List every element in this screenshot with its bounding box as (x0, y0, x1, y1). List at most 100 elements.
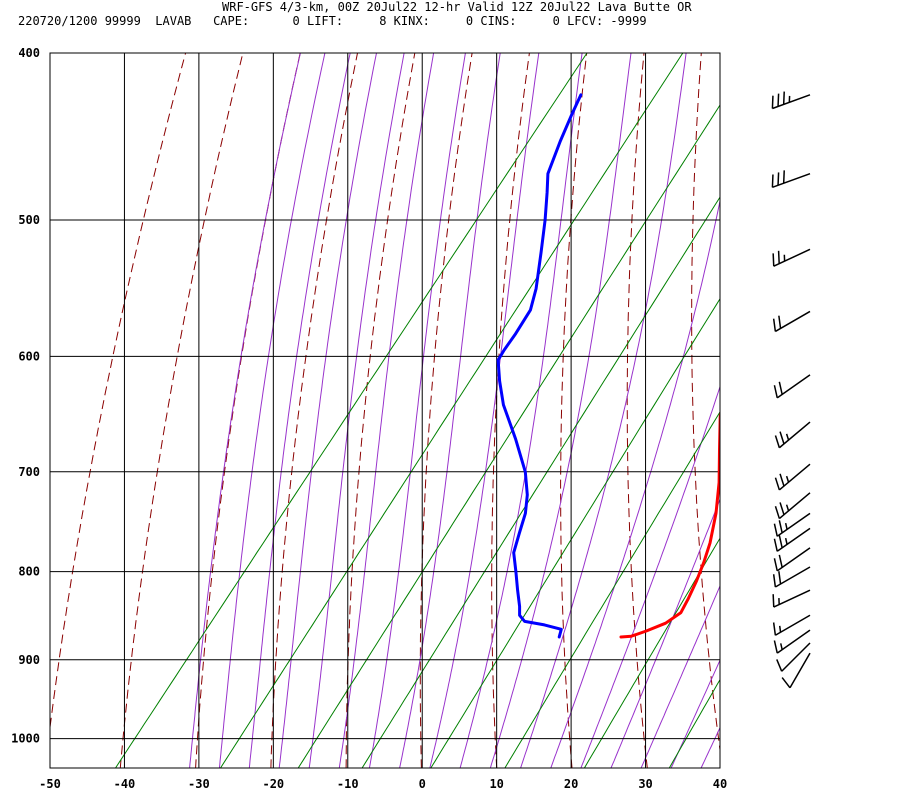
wind-barb (773, 374, 811, 399)
temperature-tick-label: -20 (262, 777, 284, 791)
dry-adiabat-line (873, 15, 900, 783)
mixing-ratio-line (668, 678, 720, 768)
wind-barb-full-feather (773, 558, 778, 572)
wind-barb-full-feather (781, 677, 791, 689)
mixing-ratio-line (430, 297, 720, 768)
wind-barb-full-feather (773, 538, 778, 552)
moist-adiabat-line (610, 497, 720, 768)
pressure-tick-label: 700 (18, 465, 40, 479)
temperature-tick-label: 0 (419, 777, 426, 791)
wind-barb-full-feather (774, 506, 781, 519)
wind-barb (772, 248, 811, 267)
wind-barb-half-feather (785, 475, 790, 483)
moist-adiabat-line (640, 584, 720, 768)
wind-barb-full-feather (777, 93, 780, 107)
wind-barb (776, 642, 811, 672)
pressure-tick-label: 800 (18, 565, 40, 579)
wind-barb-staff (776, 547, 811, 572)
pressure-tick-label: 900 (18, 653, 40, 667)
wind-barbs (771, 91, 811, 689)
wind-barb-full-feather (771, 174, 774, 188)
dewpoint-profile-line (496, 93, 583, 639)
temperature-tick-label: 20 (564, 777, 578, 791)
wind-barb-full-feather (772, 574, 777, 588)
moist-adiabat-line (399, 53, 501, 768)
station-indices-line: 220720/1200 99999 LAVAB CAPE: 0 LIFT: 8 … (18, 14, 647, 28)
dry-adiabat-line (560, 53, 588, 768)
temperature-profile-line (619, 409, 720, 639)
dry-adiabat-line (50, 53, 187, 732)
moist-adiabat-line (278, 53, 378, 768)
wind-barb-full-feather (772, 253, 775, 267)
wind-barb (774, 492, 811, 520)
moist-adiabat-line (580, 385, 720, 768)
mixing-ratio-line (219, 53, 684, 768)
wind-barb (771, 91, 811, 110)
moist-adiabat-line (429, 53, 540, 768)
dry-adiabat-line (754, 15, 800, 783)
wind-barb (773, 512, 811, 537)
wind-barb-full-feather (773, 385, 778, 398)
wind-barb-staff (789, 652, 811, 689)
wind-barb-full-feather (777, 250, 780, 264)
wind-barb-full-feather (782, 170, 785, 184)
moist-adiabat-line (368, 53, 466, 768)
dry-adiabat-line (195, 53, 301, 768)
wind-barb-full-feather (777, 172, 780, 186)
wind-barb-half-feather (784, 522, 788, 530)
wind-barb-full-feather (778, 381, 783, 395)
axis-ticks: 400 500 600 700 800 900 1000 -50 -40 -30 -20 -10 0 10… (11, 46, 727, 791)
moist-adiabat-line (489, 53, 632, 768)
pressure-tick-label: 500 (18, 213, 40, 227)
wind-barb-full-feather (778, 520, 783, 534)
moist-adiabat-line (189, 53, 301, 768)
temperature-tick-label: 30 (638, 777, 652, 791)
dry-adiabat-line (419, 53, 473, 768)
temperature-tick-label: -40 (114, 777, 136, 791)
mixing-ratio-line (361, 196, 720, 768)
wind-barb-half-feather (784, 537, 788, 545)
wind-barb-full-feather (778, 554, 783, 568)
wind-barb-full-feather (779, 473, 785, 487)
wind-barb-half-feather (785, 433, 790, 441)
dry-adiabat-line (119, 53, 244, 768)
moist-adiabat-line (670, 659, 720, 768)
mixing-ratio-line (114, 53, 588, 768)
wind-barb (773, 629, 811, 654)
wind-barb-staff (778, 463, 811, 491)
wind-barb-full-feather (778, 315, 782, 329)
moist-adiabat-line (218, 53, 326, 768)
wind-barb-full-feather (771, 95, 774, 109)
wind-barb (772, 589, 811, 608)
wind-barb (774, 421, 811, 449)
wind-barb-full-feather (778, 571, 782, 585)
dry-adiabat-line (491, 53, 530, 768)
wind-barb-staff (781, 642, 811, 672)
background-lines (50, 15, 900, 783)
wind-barb-half-feather (780, 643, 783, 650)
wind-barb (773, 547, 811, 572)
wind-barb (772, 310, 811, 333)
wind-barb-staff (774, 614, 811, 636)
wind-barb-staff (774, 310, 811, 333)
dry-adiabat-line (815, 15, 877, 783)
wind-barb (781, 652, 811, 689)
wind-barb-full-feather (772, 622, 777, 636)
pressure-tick-label: 600 (18, 349, 40, 363)
wind-barb-full-feather (772, 318, 777, 332)
wind-barb-staff (776, 374, 811, 399)
wind-barb-full-feather (779, 502, 785, 515)
pressure-tick-label: 1000 (11, 732, 40, 746)
wind-barb-full-feather (778, 535, 783, 549)
mixing-ratio-line (583, 537, 720, 768)
wind-barb-half-feather (778, 625, 782, 633)
wind-barb-staff (776, 629, 811, 654)
wind-barb-half-feather (785, 504, 790, 512)
wind-barb (774, 463, 811, 491)
mixing-ratio-line (297, 104, 720, 768)
dry-adiabat-line (345, 53, 416, 768)
wind-barb-full-feather (776, 659, 783, 672)
moist-adiabat-line (248, 53, 351, 768)
sounding-series (496, 93, 720, 639)
